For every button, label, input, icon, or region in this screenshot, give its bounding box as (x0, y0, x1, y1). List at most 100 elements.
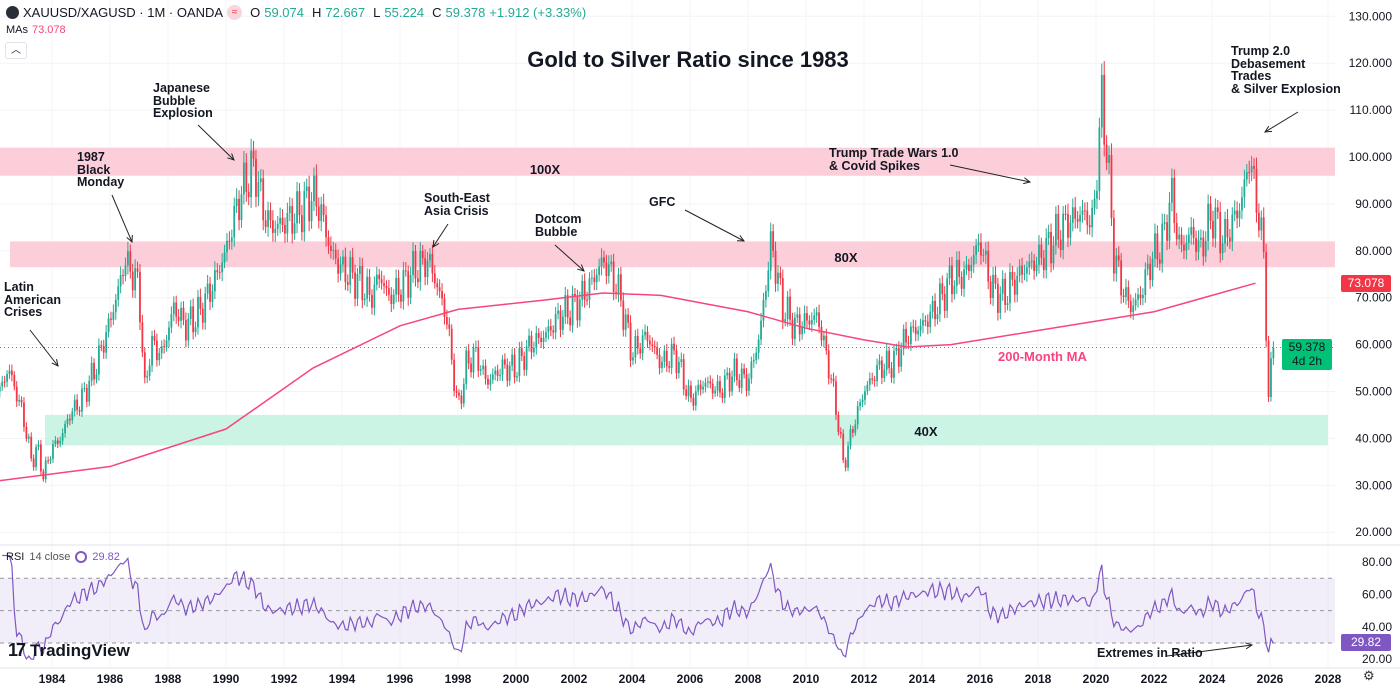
candle-body (627, 314, 630, 323)
candle-body (163, 346, 166, 348)
candle-body (247, 191, 250, 198)
candle-body (542, 337, 545, 343)
candle-body (699, 384, 702, 390)
candle-body (752, 360, 755, 362)
candle-body (1146, 263, 1149, 270)
candle-body (1088, 225, 1091, 228)
candle-body (23, 402, 25, 427)
candle-body (571, 293, 574, 326)
refresh-icon[interactable] (75, 551, 88, 563)
candle-body (339, 264, 342, 274)
candle-body (194, 327, 197, 333)
settings-icon[interactable]: ⚙ (1363, 668, 1375, 683)
candle-body (951, 265, 953, 295)
candle-body (513, 354, 516, 378)
candle-body (419, 250, 422, 283)
candle-body (612, 261, 615, 293)
candle-body (368, 276, 371, 295)
arrowhead-icon (1264, 125, 1273, 133)
x-tick-label: 2006 (677, 672, 704, 686)
candle-body (634, 335, 637, 358)
candle-body (818, 312, 820, 327)
candle-body (808, 320, 811, 325)
candle-body (1025, 267, 1028, 274)
candle-body (554, 313, 557, 333)
candle-body (864, 391, 866, 400)
candle-body (1122, 295, 1125, 297)
candle-body (298, 191, 301, 216)
annotation-extremes: Extremes in Ratio (1097, 646, 1203, 660)
candle-body (1195, 237, 1197, 252)
candle-body (619, 274, 622, 301)
candle-body (880, 360, 883, 378)
candle-body (443, 298, 446, 318)
rsi-line (2, 554, 1274, 661)
candle-body (68, 418, 71, 421)
candle-body (528, 335, 530, 347)
candle-body (632, 357, 634, 361)
tradingview-logo[interactable]: 17 TradingView (8, 640, 130, 661)
candle-body (711, 383, 714, 394)
candle-body (1260, 217, 1263, 231)
annotation-arrow (1264, 111, 1299, 133)
candle-body (182, 307, 185, 321)
ma-price-tag: 73.078 (1341, 275, 1391, 292)
rsi-value-tag: 29.82 (1341, 634, 1391, 651)
candle-body (559, 310, 562, 330)
candle-body (1021, 265, 1023, 275)
chevron-up-icon[interactable]: ︿ (5, 42, 27, 59)
candle-body (583, 280, 586, 300)
candle-body (385, 285, 388, 289)
candle-body (714, 390, 717, 394)
arrowhead-icon (736, 235, 746, 242)
candle-body (1038, 244, 1040, 265)
candle-body (723, 375, 726, 398)
candle-body (1057, 213, 1060, 240)
ma-legend[interactable]: MAs 73.078 (6, 24, 66, 36)
candle-body (429, 253, 431, 261)
candle-body (844, 460, 847, 468)
candle-body (764, 291, 767, 300)
candle-body (1120, 260, 1123, 296)
zone-band-100X (0, 147, 1335, 176)
candle-body (518, 348, 521, 377)
candle-body (151, 336, 153, 366)
close-value: 59.378 (445, 5, 486, 20)
candle-body (629, 322, 632, 361)
symbol-name[interactable]: XAUUSD/XAGUSD · 1M · OANDA (23, 5, 224, 20)
candle-body (755, 352, 758, 361)
candle-body (994, 274, 997, 284)
candle-body (66, 418, 69, 424)
candle-body (576, 297, 579, 321)
x-tick-label: 2018 (1025, 672, 1052, 686)
candle-body (1204, 240, 1207, 257)
candle-body (784, 319, 787, 322)
candle-body (682, 359, 685, 390)
candle-body (1004, 278, 1007, 305)
candle-body (20, 399, 23, 403)
candle-body (1199, 237, 1202, 240)
candle-body (337, 258, 340, 274)
candle-body (78, 410, 81, 412)
candle-body (909, 326, 912, 344)
candle-body (293, 223, 296, 234)
candle-body (1001, 278, 1004, 294)
candle-body (1183, 244, 1185, 251)
candle-body (1137, 294, 1139, 300)
candle-body (284, 224, 286, 234)
x-tick-label: 2004 (619, 672, 646, 686)
annotation-arrow (554, 244, 585, 272)
candle-body (1103, 74, 1106, 145)
candle-body (813, 315, 816, 320)
candle-body (90, 362, 93, 381)
candle-body (996, 283, 999, 313)
rsi-legend[interactable]: RSI 14 close 29.82 (6, 551, 120, 563)
candle-body (668, 366, 671, 368)
candle-body (170, 314, 173, 328)
candle-body (822, 335, 825, 341)
candle-body (54, 440, 57, 445)
candle-body (358, 266, 361, 275)
candle-body (1064, 213, 1067, 215)
candle-body (39, 444, 42, 472)
